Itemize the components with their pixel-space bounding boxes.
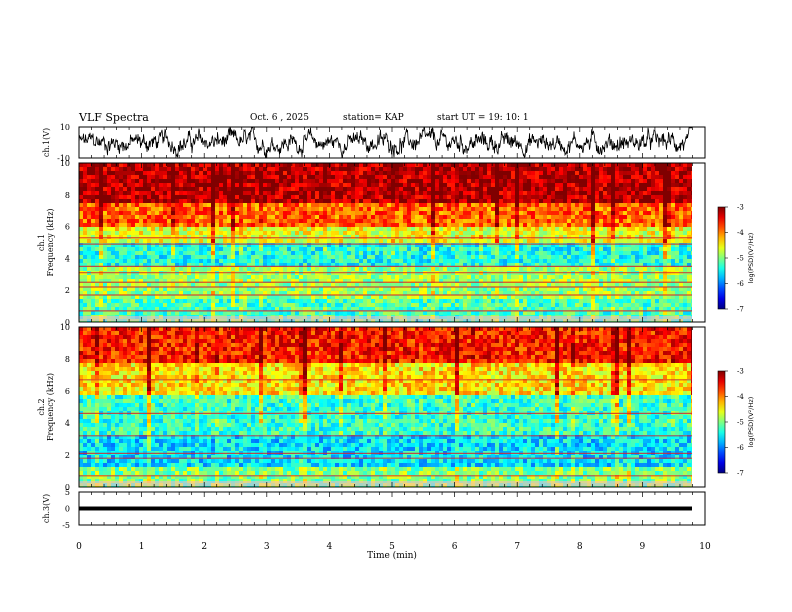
ch1-spectrogram-colorbar xyxy=(717,206,726,310)
x-tick-label: 8 xyxy=(577,542,583,552)
x-axis-label: Time (min) xyxy=(367,550,417,561)
ch2-spectrogram-cells xyxy=(79,327,692,487)
ch3-ytick-label: 5 xyxy=(65,488,70,497)
x-tick-label: 10 xyxy=(699,542,711,552)
x-tick-label: 7 xyxy=(514,542,520,552)
ch1-spectrogram-ytick-label: 0 xyxy=(65,318,70,327)
ch2-spectrogram-colorbar-tick-label: -5 xyxy=(737,419,744,427)
ch2-spectrogram-ytick-label: 8 xyxy=(65,355,70,364)
ch1-waveform-trace xyxy=(78,126,692,159)
start-time-label: start UT = 19: 10: 1 xyxy=(437,113,529,123)
x-tick-label: 1 xyxy=(139,542,145,552)
ch2-spectrogram-ytick-label: 2 xyxy=(65,451,70,460)
station-label: station= KAP xyxy=(343,113,404,123)
ch1-spectrogram-cells xyxy=(79,163,692,322)
ch1-spectrogram-colorbar-tick-label: -5 xyxy=(737,255,744,263)
ch1-spectrogram-ytick-label: 2 xyxy=(65,286,70,295)
ch1-spectrogram-colorbar-tick-label: -3 xyxy=(737,204,744,212)
ch1-spectrogram-colorbar-tick-label: -6 xyxy=(737,280,744,288)
x-tick-label: 5 xyxy=(389,542,395,552)
ch2-spectrogram-colorbar-tick-label: -7 xyxy=(737,470,744,478)
ch3-waveform-ylabel: ch.3(V) xyxy=(42,494,51,523)
ch2-spectrogram-colorbar xyxy=(717,370,726,474)
x-tick-label: 9 xyxy=(640,542,646,552)
x-tick-label: 3 xyxy=(264,542,270,552)
ch2-spectrogram-ytick-label: 0 xyxy=(65,483,70,492)
ch3-ytick-label: 0 xyxy=(65,505,70,514)
x-tick-label: 4 xyxy=(327,542,333,552)
x-tick-label: 0 xyxy=(76,542,82,552)
ch1-spectrogram-ytick-label: 10 xyxy=(60,159,70,168)
ch1-ytick-label: -10 xyxy=(57,154,70,163)
ch1-spectrogram-ytick-label: 6 xyxy=(65,223,70,232)
ch2-spectrogram-ytick-label: 10 xyxy=(60,323,70,332)
ch1-waveform-ylabel: ch.1(V) xyxy=(42,128,51,157)
x-tick-label: 6 xyxy=(452,542,458,552)
ch1-ytick-label: 10 xyxy=(60,123,70,132)
date-label: Oct. 6 , 2025 xyxy=(250,113,309,123)
ch2-spectrogram-colorbar-tick-label: -3 xyxy=(737,368,744,376)
x-tick-label: 2 xyxy=(201,542,207,552)
ch2-spectrogram-ylabel: ch.2Frequency (kHz) xyxy=(37,373,55,441)
ch1-spectrogram-colorbar-tick-label: -7 xyxy=(737,306,744,314)
ch2-spectrogram-colorbar-tick-label: -4 xyxy=(737,393,744,401)
ch1-spectrogram-ytick-label: 4 xyxy=(65,254,70,263)
ch2-spectrogram-colorbar-tick-label: -6 xyxy=(737,444,744,452)
ch2-spectrogram-ytick-label: 6 xyxy=(65,387,70,396)
ch1-spectrogram-lowfreq-strip xyxy=(79,316,692,321)
ch1-spectrogram-ytick-label: 8 xyxy=(65,191,70,200)
ch3-waveform-trace xyxy=(79,506,692,511)
ch3-ytick-label: -5 xyxy=(62,521,70,530)
ch2-spectrogram-lowfreq-strip xyxy=(79,481,692,486)
ch1-spectrogram-colorbar-label: log(PSD)(V²/Hz) xyxy=(747,233,755,284)
figure-title: VLF Spectra xyxy=(79,111,149,124)
ch2-spectrogram-colorbar-label: log(PSD)(V²/Hz) xyxy=(747,397,755,448)
ch1-spectrogram-colorbar-tick-label: -4 xyxy=(737,229,744,237)
ch1-spectrogram-ylabel: ch.1Frequency (kHz) xyxy=(37,208,55,276)
ch2-spectrogram-ytick-label: 4 xyxy=(65,419,70,428)
